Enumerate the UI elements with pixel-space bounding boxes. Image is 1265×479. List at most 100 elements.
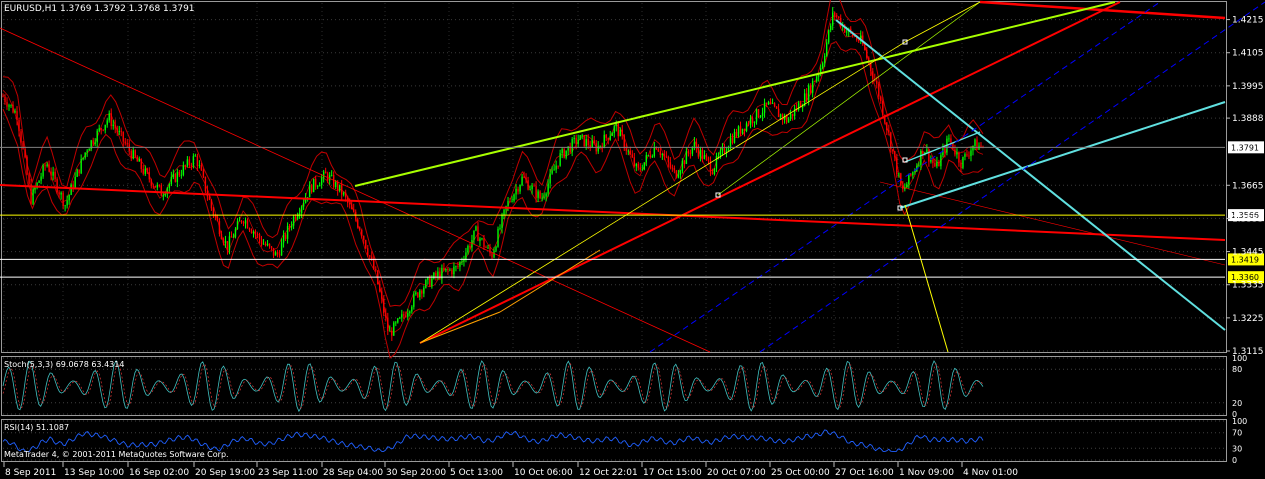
- candle-body: [771, 103, 774, 105]
- candle-body: [974, 139, 976, 146]
- candle-body: [232, 236, 235, 238]
- candle-body: [90, 140, 92, 149]
- candle-body: [892, 149, 894, 152]
- candle-body: [757, 109, 760, 118]
- candle-body: [763, 102, 766, 113]
- candle-body: [613, 126, 615, 134]
- candle-body: [359, 227, 361, 231]
- candle-body: [10, 104, 12, 106]
- x-tick-label: 16 Sep 02:00: [129, 468, 189, 478]
- candle-body: [150, 179, 153, 186]
- candle-body: [948, 138, 950, 140]
- candle-body: [829, 25, 832, 31]
- candle-body: [381, 291, 383, 299]
- candle-body: [469, 245, 471, 248]
- candle-body: [176, 171, 179, 182]
- anchor-marker: [715, 192, 721, 198]
- candle-body: [659, 151, 662, 155]
- price-axis: 1.4215 1.4105 1.3995 1.3888 1.3665 1.3555 1.34…: [1226, 16, 1264, 357]
- candle-body: [643, 162, 646, 170]
- candle-body: [210, 199, 213, 209]
- candle-body: [373, 258, 375, 270]
- candle-body: [571, 139, 573, 153]
- candle-body: [709, 160, 712, 173]
- candle-body: [120, 130, 122, 132]
- candle-body: [695, 142, 698, 149]
- candle-body: [407, 313, 409, 317]
- candle-body: [16, 111, 18, 121]
- candle-body: [846, 31, 848, 33]
- candle-body: [908, 173, 910, 185]
- candle-body: [864, 44, 866, 50]
- candle-body: [417, 292, 419, 298]
- candle-body: [272, 247, 275, 256]
- y-tick-label: 1.3445: [1232, 248, 1264, 258]
- candle-body: [910, 173, 912, 176]
- candle-body: [278, 254, 281, 256]
- candle-body: [483, 238, 485, 248]
- candle-body: [527, 180, 529, 190]
- candle-body: [743, 128, 746, 132]
- candle-body: [928, 149, 930, 162]
- x-tick-label: 27 Oct 16:00: [835, 468, 894, 478]
- y-tick-label: 1.4105: [1232, 49, 1264, 59]
- candle-body: [870, 62, 872, 72]
- candle-body: [164, 194, 167, 196]
- candle-body: [813, 80, 816, 82]
- thin-red-diagonal: [0, 27, 711, 353]
- candle-body: [856, 36, 858, 40]
- candle-body: [246, 220, 249, 229]
- candle-body: [493, 250, 495, 258]
- candle-body: [719, 150, 722, 156]
- stoch-tick-label: 0: [1232, 410, 1237, 419]
- candle-body: [479, 238, 481, 242]
- candle-body: [759, 115, 762, 118]
- candle-body: [874, 79, 876, 81]
- candle-body: [685, 151, 688, 165]
- candle-body: [673, 168, 676, 171]
- candle-body: [310, 184, 313, 193]
- blue-channel-upper: [759, 1, 1265, 353]
- stoch-title: Stoch(5,3,3) 69.0678 63.4314: [4, 360, 124, 369]
- candle-body: [268, 243, 271, 247]
- candle-body: [667, 156, 670, 163]
- candle-body: [898, 173, 900, 175]
- candle-body: [441, 267, 443, 279]
- candle-body: [641, 169, 644, 171]
- x-tick-label: 12 Oct 22:01: [579, 468, 638, 478]
- candle-body: [383, 298, 385, 314]
- candle-body: [489, 247, 491, 254]
- candle-body: [767, 101, 770, 105]
- candle-body: [357, 219, 359, 228]
- candle-body: [517, 188, 519, 192]
- candle-body: [926, 149, 928, 153]
- candle-body: [156, 184, 159, 188]
- candle-body: [942, 148, 944, 156]
- candle-body: [371, 256, 373, 259]
- candle-body: [747, 123, 750, 125]
- candle-body: [212, 208, 215, 216]
- candle-body: [886, 122, 888, 131]
- candle-body: [30, 183, 32, 204]
- candle-body: [541, 197, 543, 199]
- candle-body: [226, 241, 229, 251]
- candle-body: [72, 184, 74, 189]
- candle-body: [815, 76, 818, 82]
- candle-body: [395, 322, 397, 324]
- candle-body: [397, 318, 399, 323]
- y-tick-label: 1.3225: [1232, 314, 1264, 324]
- candle-body: [653, 147, 656, 157]
- candle-body: [713, 168, 716, 175]
- candle-body: [836, 15, 838, 17]
- candle-body: [224, 241, 227, 244]
- candle-body: [342, 192, 345, 195]
- candle-body: [749, 118, 752, 125]
- candle-body: [154, 186, 157, 188]
- orange-support-2: [499, 249, 601, 313]
- candle-body: [244, 220, 247, 224]
- candle-body: [579, 135, 581, 140]
- candle-body: [623, 135, 625, 149]
- x-tick-label: 1 Nov 09:00: [899, 468, 954, 478]
- candle-body: [545, 193, 547, 197]
